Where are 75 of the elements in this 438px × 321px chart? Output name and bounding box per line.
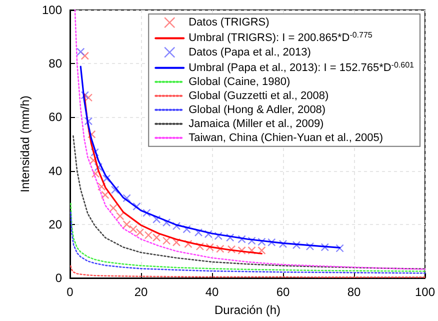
point	[94, 162, 102, 172]
y-axis-title: Intensidad (mm/h)	[18, 96, 32, 192]
point	[172, 238, 181, 246]
point	[268, 238, 276, 246]
point	[182, 225, 191, 234]
point	[132, 202, 141, 211]
point	[238, 235, 246, 244]
x-tick-label: 80	[347, 285, 361, 299]
point	[194, 228, 203, 237]
line-series	[70, 212, 426, 274]
point	[90, 148, 99, 156]
point	[227, 245, 236, 254]
point	[84, 117, 93, 126]
x-axis-title: Duración (h)	[214, 303, 281, 317]
y-tick-label: 20	[48, 217, 62, 232]
y-tick-label: 80	[48, 56, 62, 71]
line-series	[72, 135, 426, 270]
point	[88, 130, 96, 138]
point	[84, 94, 93, 102]
point	[91, 170, 100, 178]
legend-label: Global (Caine, 1980)	[188, 76, 290, 88]
legend-label: Global (Guzzetti et al., 2008)	[188, 90, 329, 102]
point	[206, 243, 214, 252]
point	[136, 228, 144, 237]
point	[122, 194, 131, 202]
point	[116, 212, 124, 220]
point	[320, 243, 329, 252]
x-tick-label: 100	[414, 285, 436, 299]
point	[196, 242, 204, 250]
x-tick-label: 20	[134, 285, 148, 299]
point	[184, 240, 192, 248]
point	[204, 230, 213, 238]
point	[102, 174, 111, 183]
x-tick-label: 0	[66, 285, 74, 299]
legend-label: Taiwan, China (Chien-Yuan et al., 2005)	[188, 132, 384, 144]
point	[89, 156, 98, 164]
point	[226, 233, 234, 242]
point	[162, 218, 171, 227]
point	[110, 186, 120, 194]
point	[258, 238, 266, 246]
line-series	[74, 9, 426, 270]
point	[162, 236, 171, 245]
point	[248, 236, 256, 245]
point	[144, 231, 153, 240]
point	[97, 182, 106, 191]
point	[76, 48, 85, 56]
legend-label: Global (Hong & Adler, 2008)	[188, 104, 326, 116]
y-tick-label: 0	[55, 271, 62, 285]
point	[101, 190, 110, 200]
point	[248, 246, 256, 254]
point	[129, 225, 138, 234]
y-tick-label: 60	[48, 110, 62, 124]
line-series	[70, 202, 426, 272]
point	[278, 240, 288, 248]
point	[80, 91, 90, 100]
point	[336, 244, 344, 252]
point	[306, 242, 314, 250]
point	[214, 232, 222, 240]
point	[258, 246, 266, 254]
point	[152, 215, 161, 224]
y-tick-label: 100	[42, 3, 62, 17]
x-tick-label: 40	[205, 285, 219, 299]
point	[238, 246, 246, 254]
legend-label: Datos (TRIGRS)	[188, 16, 270, 29]
point	[172, 222, 181, 230]
point	[152, 233, 161, 242]
y-tick-label: 40	[48, 164, 62, 178]
point	[292, 240, 301, 250]
x-tick-label: 60	[276, 285, 290, 299]
point	[109, 204, 118, 212]
point	[122, 220, 131, 228]
legend-label: Datos (Papa et al., 2013)	[188, 46, 311, 58]
point	[216, 244, 224, 253]
point	[142, 208, 151, 217]
legend-label: Jamaica (Miller et al., 2009)	[188, 118, 324, 130]
